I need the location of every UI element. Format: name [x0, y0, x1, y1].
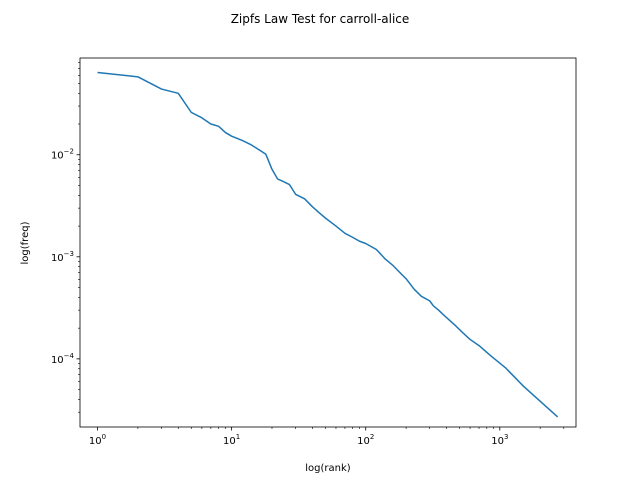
y-axis: 10−4 10−3 10−2 — [51, 62, 80, 413]
plot-area — [79, 57, 577, 428]
y-axis-label: log(freq) — [20, 221, 31, 264]
x-axis: 100 101 102 103 — [89, 427, 565, 447]
chart-title: Zipfs Law Test for carroll-alice — [231, 12, 410, 26]
y-tick-label: 10−2 — [51, 148, 74, 162]
x-axis-label: log(rank) — [305, 463, 351, 474]
series-line — [97, 71, 559, 418]
x-tick-label: 101 — [223, 433, 240, 447]
y-tick-label: 10−4 — [51, 352, 75, 366]
series-layer — [97, 71, 559, 418]
x-tick-label: 103 — [491, 433, 508, 447]
y-tick-label: 10−3 — [51, 250, 74, 264]
x-tick-label: 100 — [89, 433, 106, 447]
x-tick-label: 102 — [357, 433, 374, 447]
